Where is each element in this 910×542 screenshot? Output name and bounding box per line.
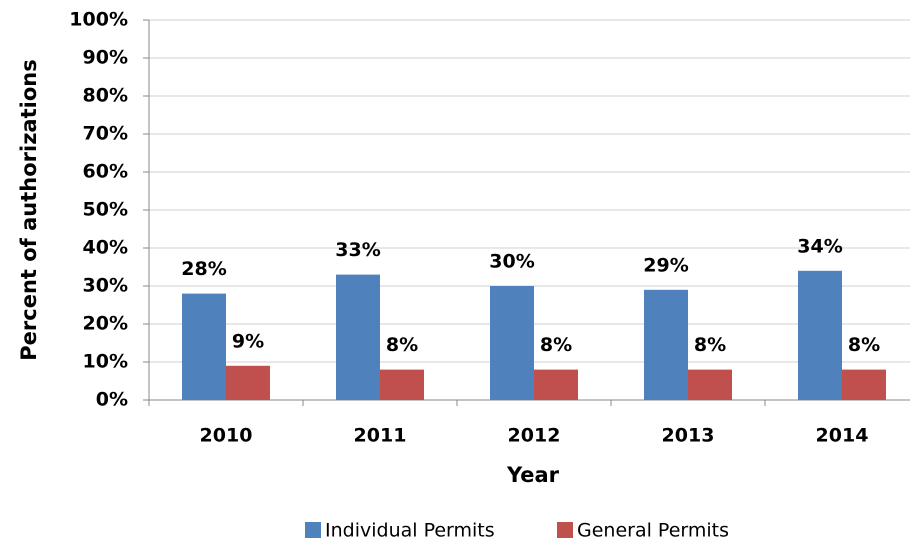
data-label: 30%	[489, 251, 534, 273]
y-tick-label: 0%	[96, 389, 128, 411]
data-label: 28%	[181, 258, 226, 280]
legend-swatch	[557, 522, 573, 538]
y-tick-label: 10%	[83, 351, 128, 373]
bar	[336, 274, 380, 400]
data-label: 9%	[232, 330, 264, 352]
legend-label: General Permits	[577, 520, 729, 542]
x-tick-label: 2014	[816, 425, 869, 447]
y-tick-label: 50%	[83, 199, 128, 221]
data-label: 34%	[797, 235, 842, 257]
bar	[490, 286, 534, 400]
y-tick-label: 40%	[83, 237, 128, 259]
bar	[380, 369, 424, 400]
legend-swatch	[305, 522, 321, 538]
y-tick-label: 100%	[69, 9, 128, 31]
bar	[842, 369, 886, 400]
bar	[226, 365, 270, 400]
bar	[182, 293, 226, 400]
y-tick-label: 80%	[83, 85, 128, 107]
x-tick-label: 2010	[200, 425, 253, 447]
legend: Individual Permits General Permits	[305, 520, 729, 542]
legend-label: Individual Permits	[325, 520, 495, 542]
data-label: 8%	[848, 334, 880, 356]
data-label: 33%	[335, 239, 380, 261]
y-tick-label: 20%	[83, 313, 128, 335]
x-axis-label: Year	[506, 463, 560, 487]
x-tick-label: 2013	[662, 425, 715, 447]
bar	[688, 369, 732, 400]
x-tick-label: 2012	[508, 425, 561, 447]
x-tick-label: 2011	[354, 425, 407, 447]
y-tick-label: 30%	[83, 275, 128, 297]
data-label: 8%	[694, 334, 726, 356]
y-tick-label: 60%	[83, 161, 128, 183]
y-axis-label: Percent of authorizations	[17, 59, 41, 360]
data-label: 8%	[386, 334, 418, 356]
y-tick-label: 70%	[83, 123, 128, 145]
data-label: 29%	[643, 254, 688, 276]
bar	[798, 270, 842, 400]
bar	[644, 289, 688, 400]
data-label: 8%	[540, 334, 572, 356]
y-tick-label: 90%	[83, 47, 128, 69]
bar	[534, 369, 578, 400]
